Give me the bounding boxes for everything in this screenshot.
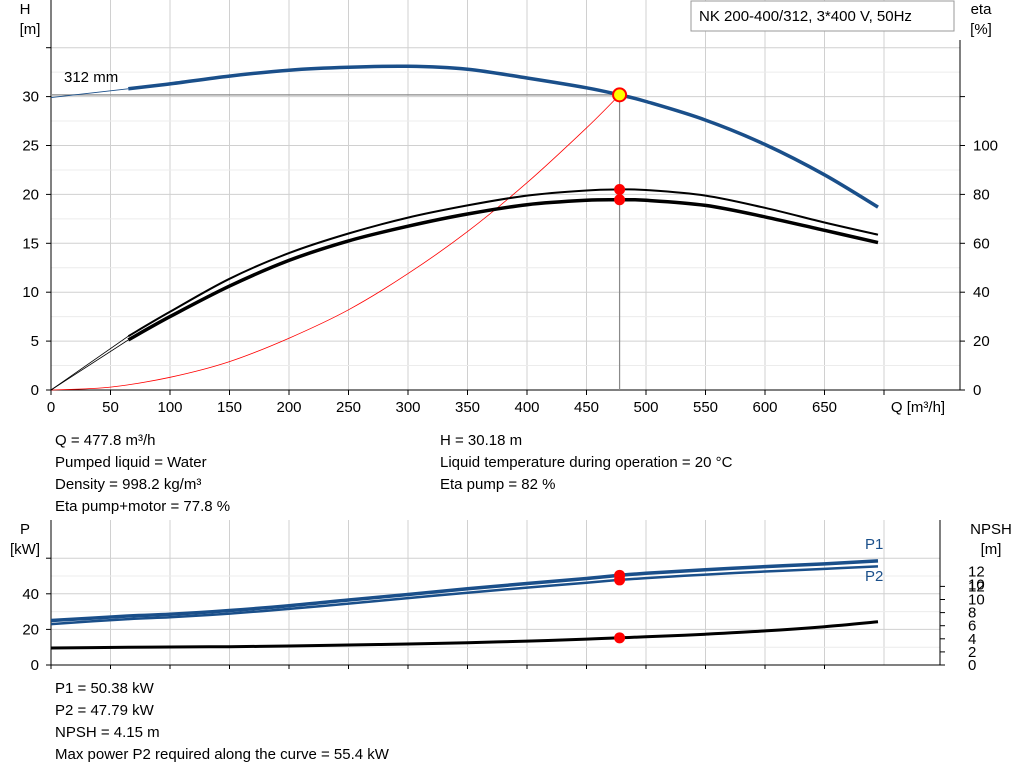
p2-series-label: P2 [865,568,883,585]
x-tick-label: 100 [157,399,182,416]
npsh-tick-label-secondary: 10 [968,577,985,594]
h-tick-label: 10 [22,284,39,301]
info-eta-pump: Eta pump = 82 % [440,476,556,493]
eta-tick-label: 0 [973,382,981,399]
h-tick-label: 20 [22,186,39,203]
x-tick-label: 150 [217,399,242,416]
info-npsh: NPSH = 4.15 m [55,724,160,741]
p2-marker [614,574,626,586]
lower-markers [614,569,626,644]
eta-total-curve [127,197,879,342]
p-axis-unit: [kW] [10,541,40,558]
h-tick-label: 15 [22,235,39,252]
info-flow: Q = 477.8 m³/h [55,432,156,449]
info-p1: P1 = 50.38 kW [55,680,154,697]
x-axis-label: Q [m³/h] [891,399,945,416]
upper-series [50,64,879,391]
x-tick-label: 200 [276,399,301,416]
npsh-axis-label: NPSH [970,521,1012,538]
x-tick-label: 400 [514,399,539,416]
x-tick-label: 250 [336,399,361,416]
upper-axes: 0 50 100 150 200 250 300 350 400 450 500 550 600 6500… [22,0,998,416]
npsh-tick-label: 0 [968,657,976,674]
info-p2: P2 = 47.79 kW [55,702,154,719]
npsh-tick-label-secondary: 12 [968,563,985,580]
title-box [690,0,955,32]
x-tick-label: 50 [102,399,119,416]
x-tick-label: 650 [812,399,837,416]
p-tick-label: 20 [22,621,39,638]
x-tick-label: 600 [752,399,777,416]
eta-pump-extension [50,335,129,391]
lower-series [50,559,879,650]
p1-curve [50,559,879,623]
h-axis-label: H [20,1,31,18]
p-axis-label: P [20,521,30,538]
p-tick-label: 40 [22,586,39,603]
info-eta-total: Eta pump+motor = 77.8 % [55,498,231,515]
info-head: H = 30.18 m [440,432,523,449]
h-tick-label: 25 [22,138,39,155]
h-tick-label: 0 [31,382,39,399]
x-tick-label: 350 [455,399,480,416]
npsh-tick-label: 2 [968,644,976,661]
eta-tick-label: 60 [973,235,990,252]
x-tick-label: 0 [47,399,55,416]
upper-grid [50,0,960,391]
x-tick-label: 500 [633,399,658,416]
npsh-axis-unit: [m] [981,541,1002,558]
npsh-tick-label: 4 [968,631,976,648]
info-max-power: Max power P2 required along the curve = … [55,746,389,763]
p2-curve [50,565,879,626]
npsh-tick-label: 12 [968,578,985,595]
h-tick-label: 5 [31,333,39,350]
eta-pump-marker [614,184,626,196]
eta-axis-label: eta [971,1,993,18]
h-tick-label: 30 [22,89,39,106]
p1-series-label: P1 [865,536,883,553]
x-tick-label: 300 [395,399,420,416]
h-axis-unit: [m] [20,21,41,38]
x-tick-label: 450 [574,399,599,416]
upper-markers [612,87,628,206]
eta-axis-unit: [%] [970,21,992,38]
operating-point-marker [612,87,628,103]
x-tick-label: 550 [693,399,718,416]
eta-tick-label: 20 [973,333,990,350]
eta-tick-label: 40 [973,284,990,301]
npsh-tick-label: 10 [968,592,985,609]
eta-total-extension [50,339,129,391]
info-density: Density = 998.2 kg/m³ [55,476,202,493]
npsh-tick-label: 8 [968,605,976,622]
info-liquid: Pumped liquid = Water [55,454,207,471]
head-curve-312mm [128,64,879,209]
chart-title: NK 200-400/312, 3*400 V, 50Hz [699,8,912,25]
npsh-tick-label: 6 [968,618,976,635]
system-curve [50,94,620,391]
eta-tick-label: 100 [973,138,998,155]
head-extension [50,88,129,99]
eta-total-marker [614,194,626,206]
info-lower: P1 = 50.38 kW P2 = 47.79 kW NPSH = 4.15 … [55,678,389,766]
info-upper-left: Q = 477.8 m³/h Pumped liquid = Water Den… [55,430,230,518]
eta-pump-curve [127,188,879,338]
impeller-label: 312 mm [64,69,118,86]
eta-tick-label: 80 [973,186,990,203]
info-upper-right: H = 30.18 m Liquid temperature during op… [440,430,732,496]
p-tick-label: 0 [31,657,39,674]
info-temperature: Liquid temperature during operation = 20… [440,454,733,471]
npsh-marker [614,632,626,644]
npsh-curve [50,620,879,650]
